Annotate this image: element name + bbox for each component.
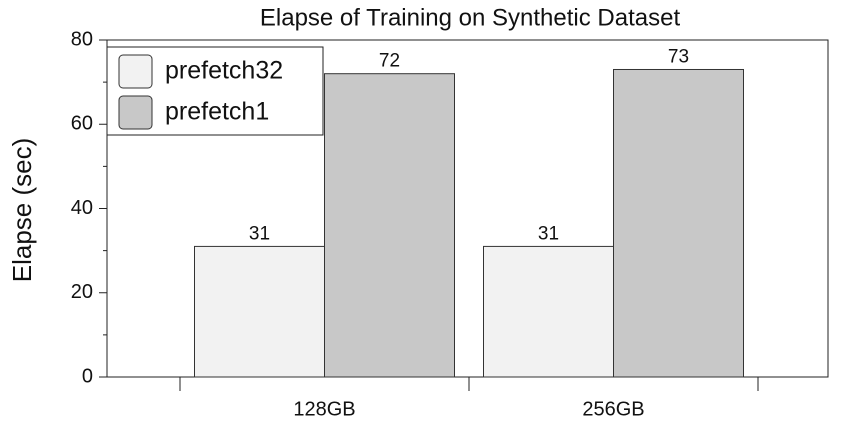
value-label: 73 — [668, 47, 689, 68]
y-tick-label: 80 — [71, 28, 93, 50]
value-label: 72 — [379, 51, 400, 72]
legend-swatch — [118, 95, 153, 130]
bar — [194, 245, 325, 378]
legend-label: prefetch32 — [165, 57, 283, 85]
x-tick-label: 128GB — [293, 398, 355, 420]
y-tick-label: 0 — [82, 365, 93, 387]
y-tick-label: 60 — [71, 113, 93, 135]
x-tick-label: 256GB — [582, 398, 644, 420]
legend-swatch — [118, 54, 153, 89]
legend-label: prefetch1 — [165, 98, 269, 126]
y-axis-label: Elapse (sec) — [7, 138, 37, 283]
bar — [483, 245, 614, 378]
value-label: 31 — [249, 223, 270, 244]
y-tick-label: 20 — [71, 281, 93, 303]
value-label: 31 — [538, 223, 559, 244]
chart-title: Elapse of Training on Synthetic Dataset — [260, 4, 681, 31]
bar — [324, 73, 455, 378]
y-tick-label: 40 — [71, 197, 93, 219]
bar — [613, 68, 744, 378]
